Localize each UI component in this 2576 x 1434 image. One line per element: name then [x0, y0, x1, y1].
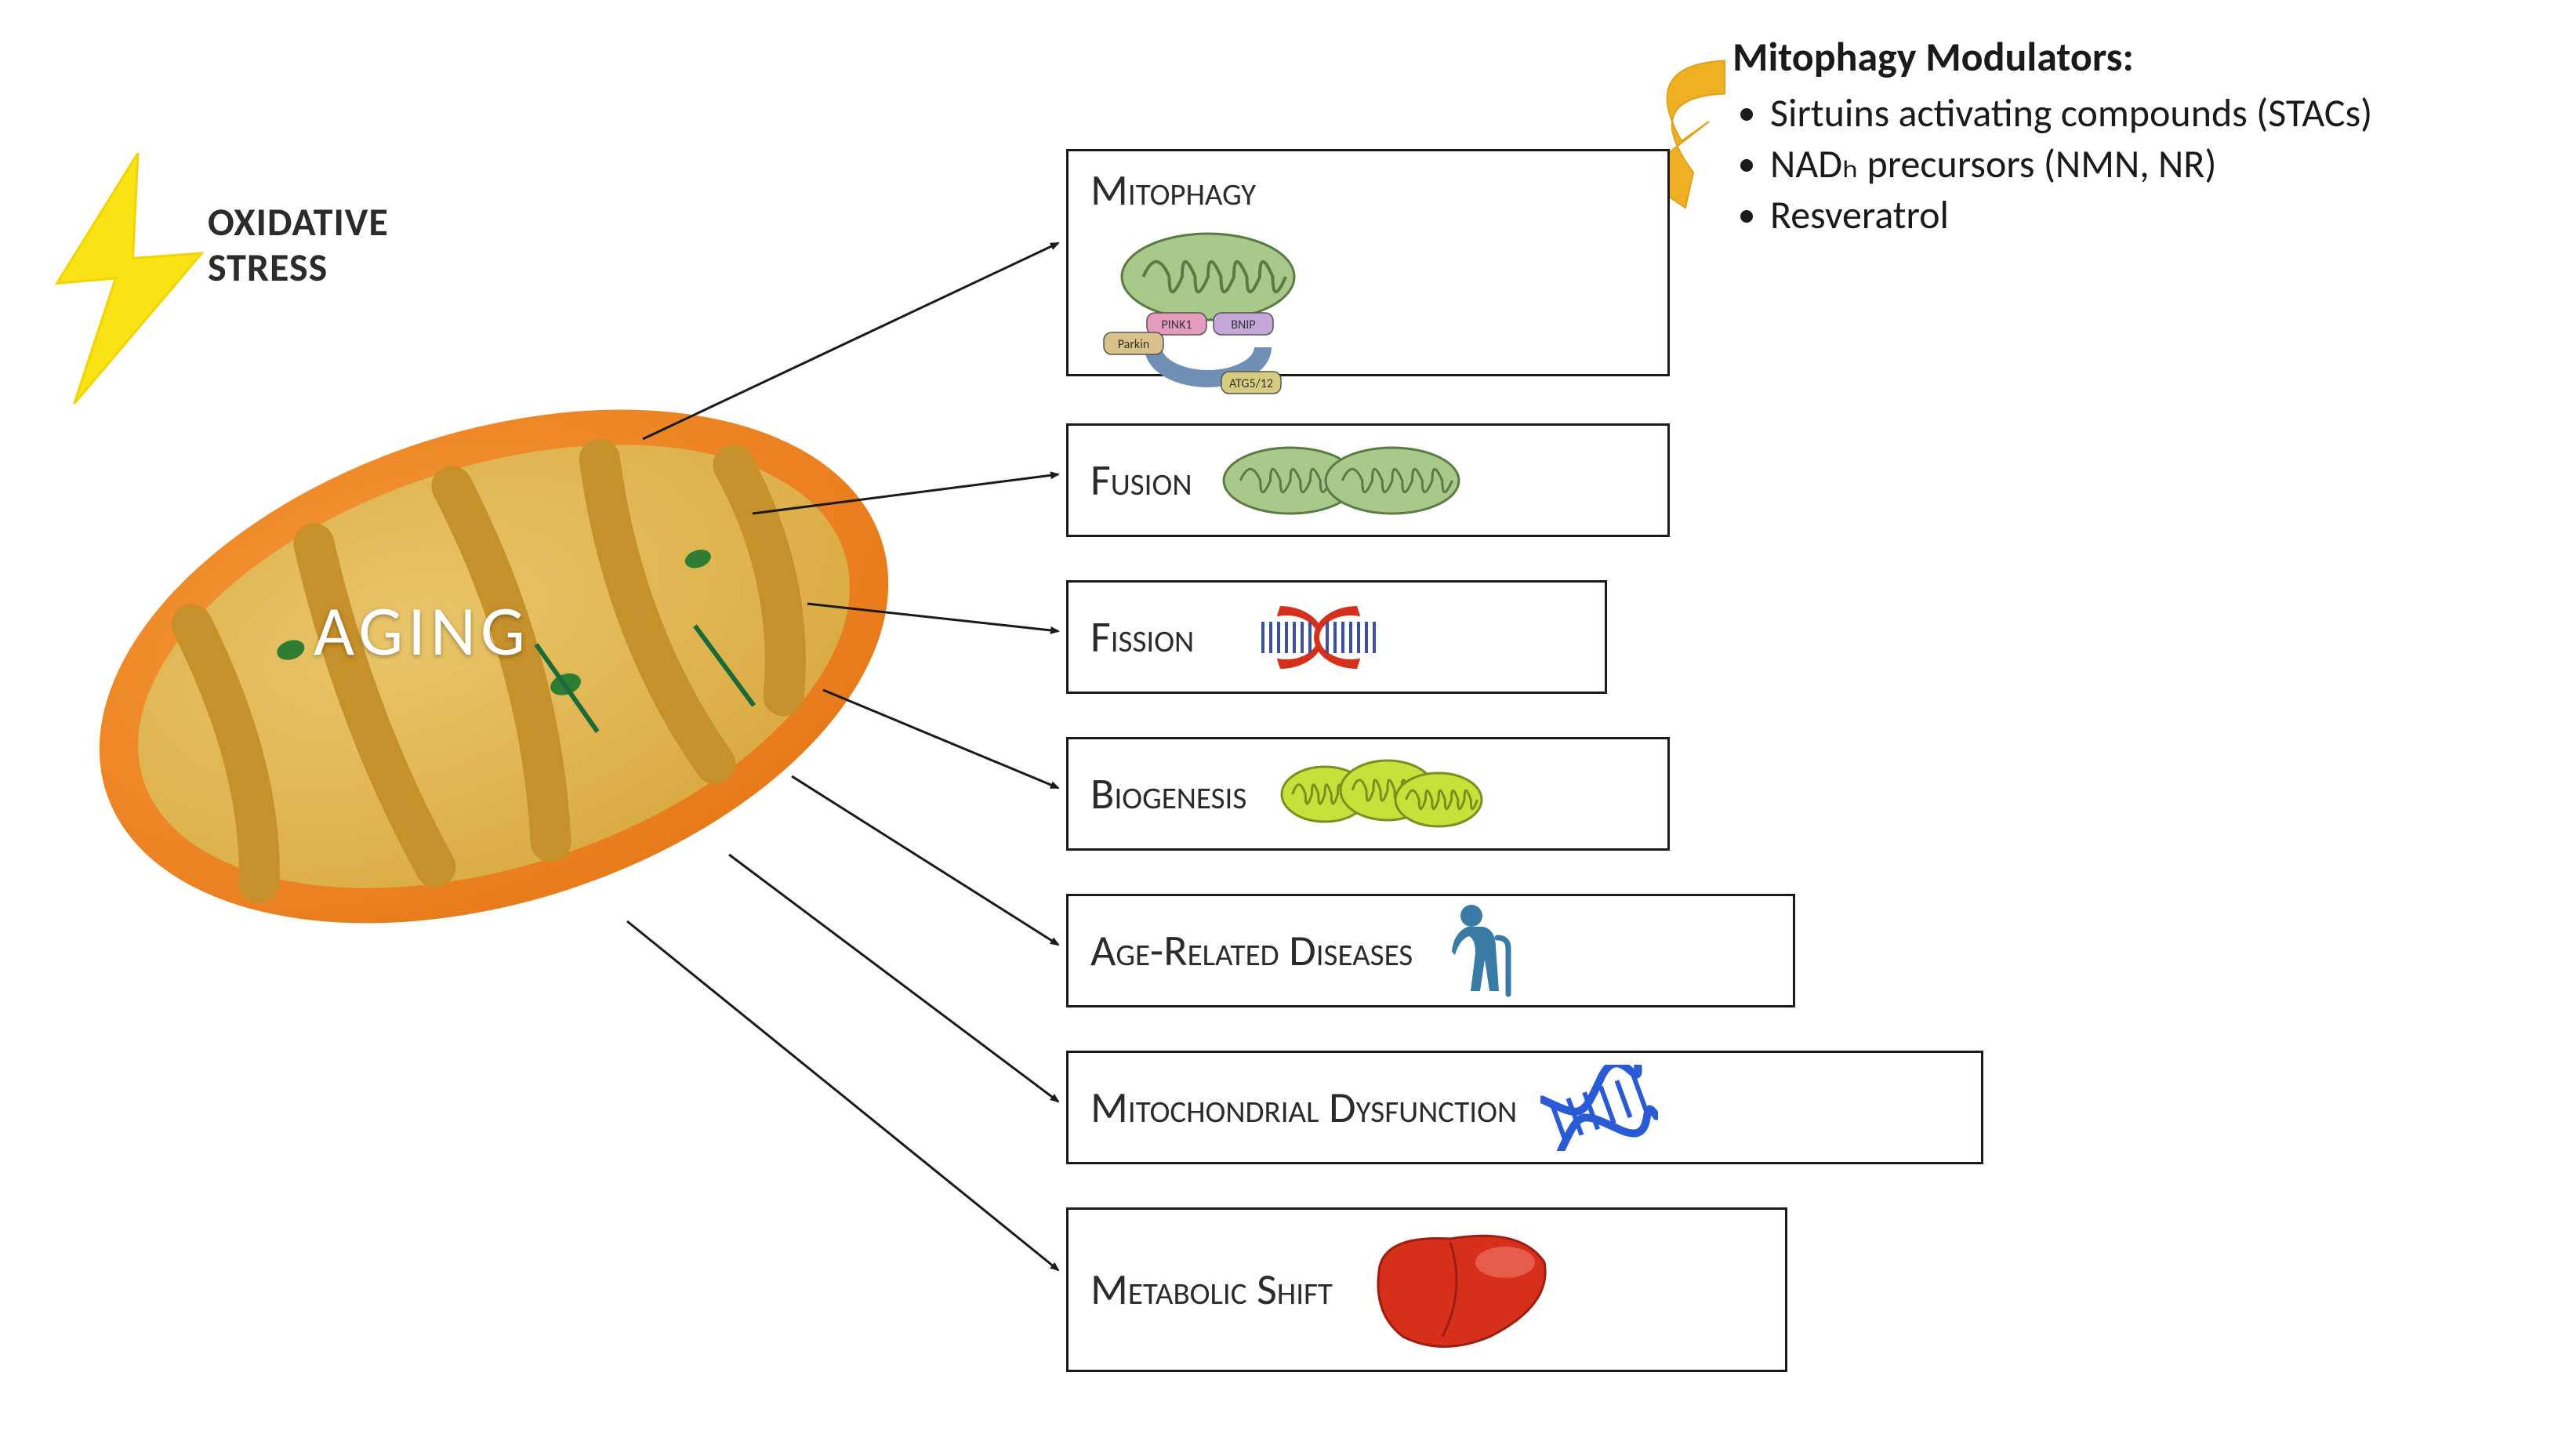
svg-text:PINK1: PINK1: [1161, 318, 1192, 332]
modulators-list: Sirtuins activating compounds (STACs)NAD…: [1732, 89, 2372, 239]
svg-text:ATG5/12: ATG5/12: [1229, 376, 1273, 391]
process-icon-slot-mitochondrial-dysfunction: [1540, 1065, 1658, 1151]
process-box-metabolic-shift: Metabolic Shift: [1066, 1207, 1787, 1372]
modulator-item-2: Resveratrol: [1770, 191, 2372, 239]
oxidative-stress-label: OXIDATIVESTRESS: [208, 200, 389, 290]
process-label-fission: Fission: [1090, 611, 1194, 664]
process-box-biogenesis: Biogenesis: [1066, 737, 1670, 851]
process-box-fusion: Fusion: [1066, 423, 1670, 537]
lightning-icon: [43, 153, 216, 404]
process-icon-slot-biogenesis: [1270, 751, 1489, 837]
process-icon-slot-mitophagy: PINK1 BNIP Parkin ATG5/12: [1090, 222, 1326, 410]
svg-text:BNIP: BNIP: [1231, 318, 1255, 332]
process-icon-slot-age-related-diseases: [1436, 900, 1522, 1002]
age-related-diseases-icon: [1436, 900, 1522, 1002]
diagram-canvas: OXIDATIVESTRESS: [0, 0, 2576, 1434]
arrow-to-mitochondrial-dysfunction: [729, 855, 1058, 1102]
mitophagy-icon: PINK1 BNIP Parkin ATG5/12: [1090, 222, 1326, 410]
process-label-metabolic-shift: Metabolic Shift: [1090, 1263, 1333, 1316]
process-box-age-related-diseases: Age-Related Diseases: [1066, 894, 1795, 1007]
process-label-mitochondrial-dysfunction: Mitochondrial Dysfunction: [1090, 1081, 1517, 1134]
mitochondrial-dysfunction-icon: [1540, 1065, 1658, 1151]
modulators-callout: Mitophagy Modulators: Sirtuins activatin…: [1732, 31, 2372, 242]
fusion-icon: [1216, 437, 1467, 524]
svg-text:Parkin: Parkin: [1118, 337, 1150, 352]
process-label-mitophagy: Mitophagy: [1090, 164, 1256, 217]
oxidative-stress-text: OXIDATIVESTRESS: [208, 198, 389, 292]
modulators-title: Mitophagy Modulators:: [1732, 31, 2372, 82]
aging-label: AGING: [314, 588, 530, 674]
process-label-age-related-diseases: Age-Related Diseases: [1090, 924, 1413, 978]
process-box-mitochondrial-dysfunction: Mitochondrial Dysfunction: [1066, 1051, 1983, 1164]
fission-icon: [1217, 594, 1421, 681]
modulator-item-1: NADₕ precursors (NMN, NR): [1770, 140, 2372, 188]
process-icon-slot-metabolic-shift: [1356, 1219, 1560, 1360]
process-box-mitophagy: MitophagyPINK1BNIPParkinATG5/12: [1066, 149, 1670, 376]
metabolic-shift-icon: [1356, 1219, 1560, 1360]
process-box-fission: Fission: [1066, 580, 1607, 694]
process-label-biogenesis: Biogenesis: [1090, 768, 1246, 821]
process-icon-slot-fusion: [1216, 437, 1467, 524]
process-icon-slot-fission: [1217, 594, 1421, 681]
arrow-to-metabolic-shift: [627, 921, 1058, 1270]
modulator-item-0: Sirtuins activating compounds (STACs): [1770, 89, 2372, 137]
process-label-fusion: Fusion: [1090, 454, 1192, 507]
biogenesis-icon: [1270, 751, 1489, 837]
